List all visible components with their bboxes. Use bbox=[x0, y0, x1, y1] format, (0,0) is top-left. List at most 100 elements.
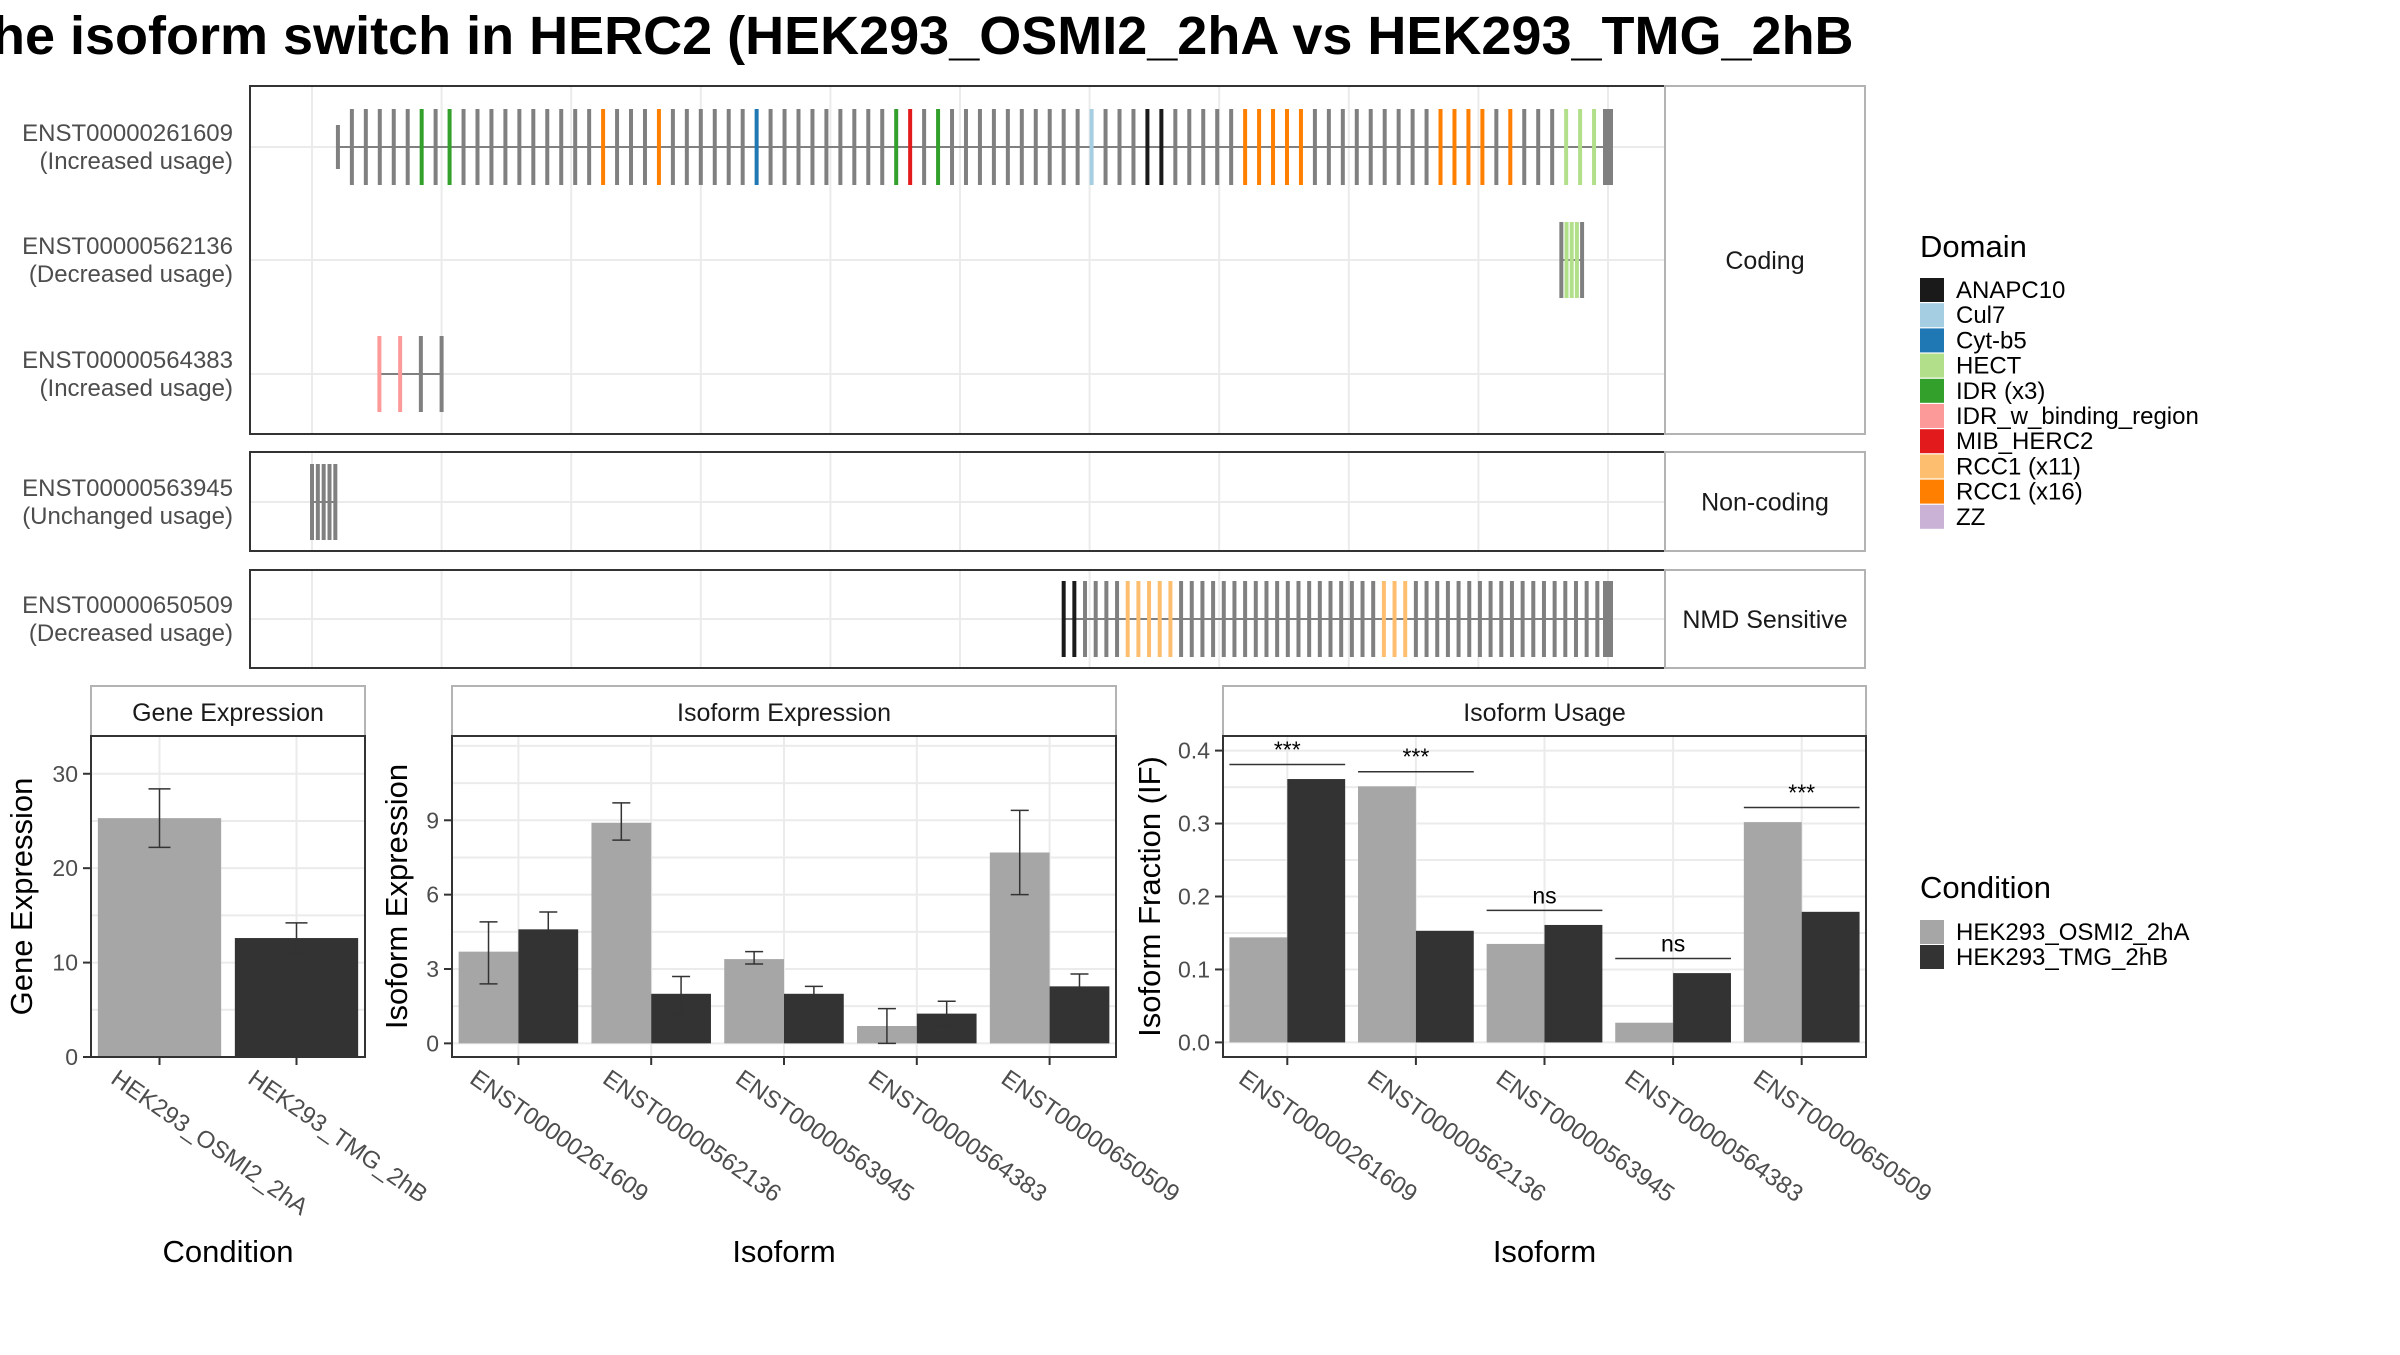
exon bbox=[670, 109, 675, 185]
exon bbox=[1522, 109, 1527, 185]
exon bbox=[1201, 109, 1206, 185]
exon bbox=[333, 464, 338, 540]
bar-hek293-osmi2-2ha-enst00000563945 bbox=[1486, 943, 1545, 1043]
exon bbox=[1584, 581, 1589, 657]
exon bbox=[1573, 581, 1578, 657]
legend-label-hect: HECT bbox=[1956, 353, 2022, 380]
exon bbox=[1104, 581, 1109, 657]
y-tick-label: 0.4 bbox=[1178, 738, 1210, 764]
x-axis-title: Condition bbox=[163, 1234, 294, 1269]
exon bbox=[1326, 109, 1331, 185]
legend-label-rcc1-x11: RCC1 (x11) bbox=[1956, 453, 2081, 480]
strip-background bbox=[1664, 451, 1866, 552]
exon bbox=[1328, 581, 1333, 657]
legend-label-mib-herc2: MIB_HERC2 bbox=[1956, 428, 2093, 455]
bar-hek293-tmg-2hb-enst00000563945 bbox=[784, 993, 844, 1044]
exon bbox=[1317, 581, 1322, 657]
y-tick-label: 0.3 bbox=[1178, 811, 1210, 837]
exon bbox=[950, 109, 955, 185]
legend-label-hek293-tmg-2hb: HEK293_TMG_2hB bbox=[1956, 944, 2168, 971]
significance-label: ns bbox=[1532, 882, 1556, 908]
transcript-track-enst00000562136: ENST00000562136(Decreased usage) bbox=[22, 222, 1585, 298]
legend-label-cul7: Cul7 bbox=[1956, 302, 2005, 329]
exon bbox=[335, 125, 340, 169]
transcript-label: ENST00000261609 bbox=[22, 120, 233, 147]
y-tick-label: 0.0 bbox=[1178, 1029, 1210, 1055]
significance-label: ns bbox=[1661, 931, 1685, 957]
y-tick-label: 0.1 bbox=[1178, 956, 1210, 982]
exon bbox=[1424, 109, 1429, 185]
plot-border bbox=[451, 735, 1117, 1058]
exon bbox=[1354, 109, 1359, 185]
exon bbox=[754, 109, 759, 185]
exon bbox=[349, 109, 354, 185]
exon bbox=[377, 109, 382, 185]
exon bbox=[1574, 222, 1579, 298]
exon bbox=[1232, 581, 1237, 657]
y-axis-title: Isoform Expression bbox=[379, 764, 414, 1029]
exon bbox=[1477, 581, 1482, 657]
exon bbox=[922, 109, 927, 185]
exon bbox=[1580, 222, 1585, 298]
transcript-label: ENST00000650509 bbox=[22, 592, 233, 619]
exon bbox=[1592, 109, 1597, 185]
exon bbox=[1298, 109, 1303, 185]
exon bbox=[824, 109, 829, 185]
x-axis-title: Isoform bbox=[1493, 1234, 1596, 1269]
exon bbox=[1564, 222, 1569, 298]
y-tick-label: 9 bbox=[426, 807, 439, 833]
exon bbox=[1093, 581, 1098, 657]
strip-background bbox=[1664, 85, 1866, 435]
y-axis-title: Gene Expression bbox=[4, 778, 39, 1016]
exon bbox=[908, 109, 913, 185]
exon bbox=[1243, 109, 1248, 185]
legend-key-hek293-osmi2-2ha bbox=[1920, 920, 1944, 944]
y-axis-title: Isoform Fraction (IF) bbox=[1132, 756, 1167, 1037]
exon bbox=[1168, 581, 1173, 657]
exon bbox=[1159, 109, 1164, 185]
bar-hek293-tmg-2hb-enst00000261609 bbox=[518, 929, 579, 1044]
legend-key-rcc1-x11 bbox=[1920, 454, 1944, 479]
exon bbox=[698, 109, 703, 185]
strip-background bbox=[1664, 569, 1866, 669]
transcript-label: ENST00000563945 bbox=[22, 475, 233, 502]
exon bbox=[1541, 581, 1546, 657]
exon bbox=[1131, 109, 1136, 185]
legend-key-mib-herc2 bbox=[1920, 429, 1944, 454]
legend-key-zz bbox=[1920, 504, 1944, 529]
bar-hek293-tmg-2hb-enst00000564383 bbox=[1673, 973, 1731, 1043]
bar-hek293-tmg-2hb-enst00000562136 bbox=[1415, 930, 1474, 1043]
category-strip-label: Coding bbox=[1725, 247, 1804, 275]
exon bbox=[475, 109, 480, 185]
legend-key-cul7 bbox=[1920, 303, 1944, 328]
exon bbox=[1147, 581, 1152, 657]
exon bbox=[1480, 109, 1485, 185]
significance-label: *** bbox=[1402, 744, 1429, 770]
chart-isoform-usage: Isoform Usage 0.0 0.1 0.2 0.3 0.4 *** *** ns ns **… bbox=[1132, 685, 1936, 1269]
exon bbox=[1115, 581, 1120, 657]
legend-label-zz: ZZ bbox=[1956, 504, 1985, 531]
y-tick-label: 0 bbox=[65, 1044, 78, 1070]
transcript-label: ENST00000562136 bbox=[22, 233, 233, 260]
exon bbox=[740, 109, 745, 185]
exon bbox=[1360, 581, 1365, 657]
exon bbox=[1508, 109, 1513, 185]
exon bbox=[398, 336, 403, 412]
transcript-track-enst00000650509: ENST00000650509(Decreased usage) bbox=[22, 581, 1613, 657]
exon bbox=[489, 109, 494, 185]
exon bbox=[517, 109, 522, 185]
legend-label-rcc1-x16: RCC1 (x16) bbox=[1956, 479, 2083, 506]
exon bbox=[1221, 581, 1226, 657]
exon bbox=[1264, 581, 1269, 657]
exon bbox=[642, 109, 647, 185]
significance-label: *** bbox=[1788, 779, 1815, 805]
exon bbox=[1494, 109, 1499, 185]
transcript-track-enst00000261609: ENST00000261609(Increased usage) bbox=[22, 109, 1613, 185]
exon bbox=[418, 336, 423, 412]
bar-hek293-osmi2-2ha-enst00000562136 bbox=[1358, 786, 1416, 1043]
legend-key-hek293-tmg-2hb bbox=[1920, 945, 1944, 969]
exon bbox=[768, 109, 773, 185]
exon bbox=[1275, 581, 1280, 657]
exon bbox=[629, 109, 634, 185]
